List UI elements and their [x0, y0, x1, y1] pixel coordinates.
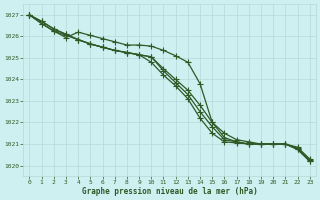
X-axis label: Graphe pression niveau de la mer (hPa): Graphe pression niveau de la mer (hPa) [82, 187, 258, 196]
